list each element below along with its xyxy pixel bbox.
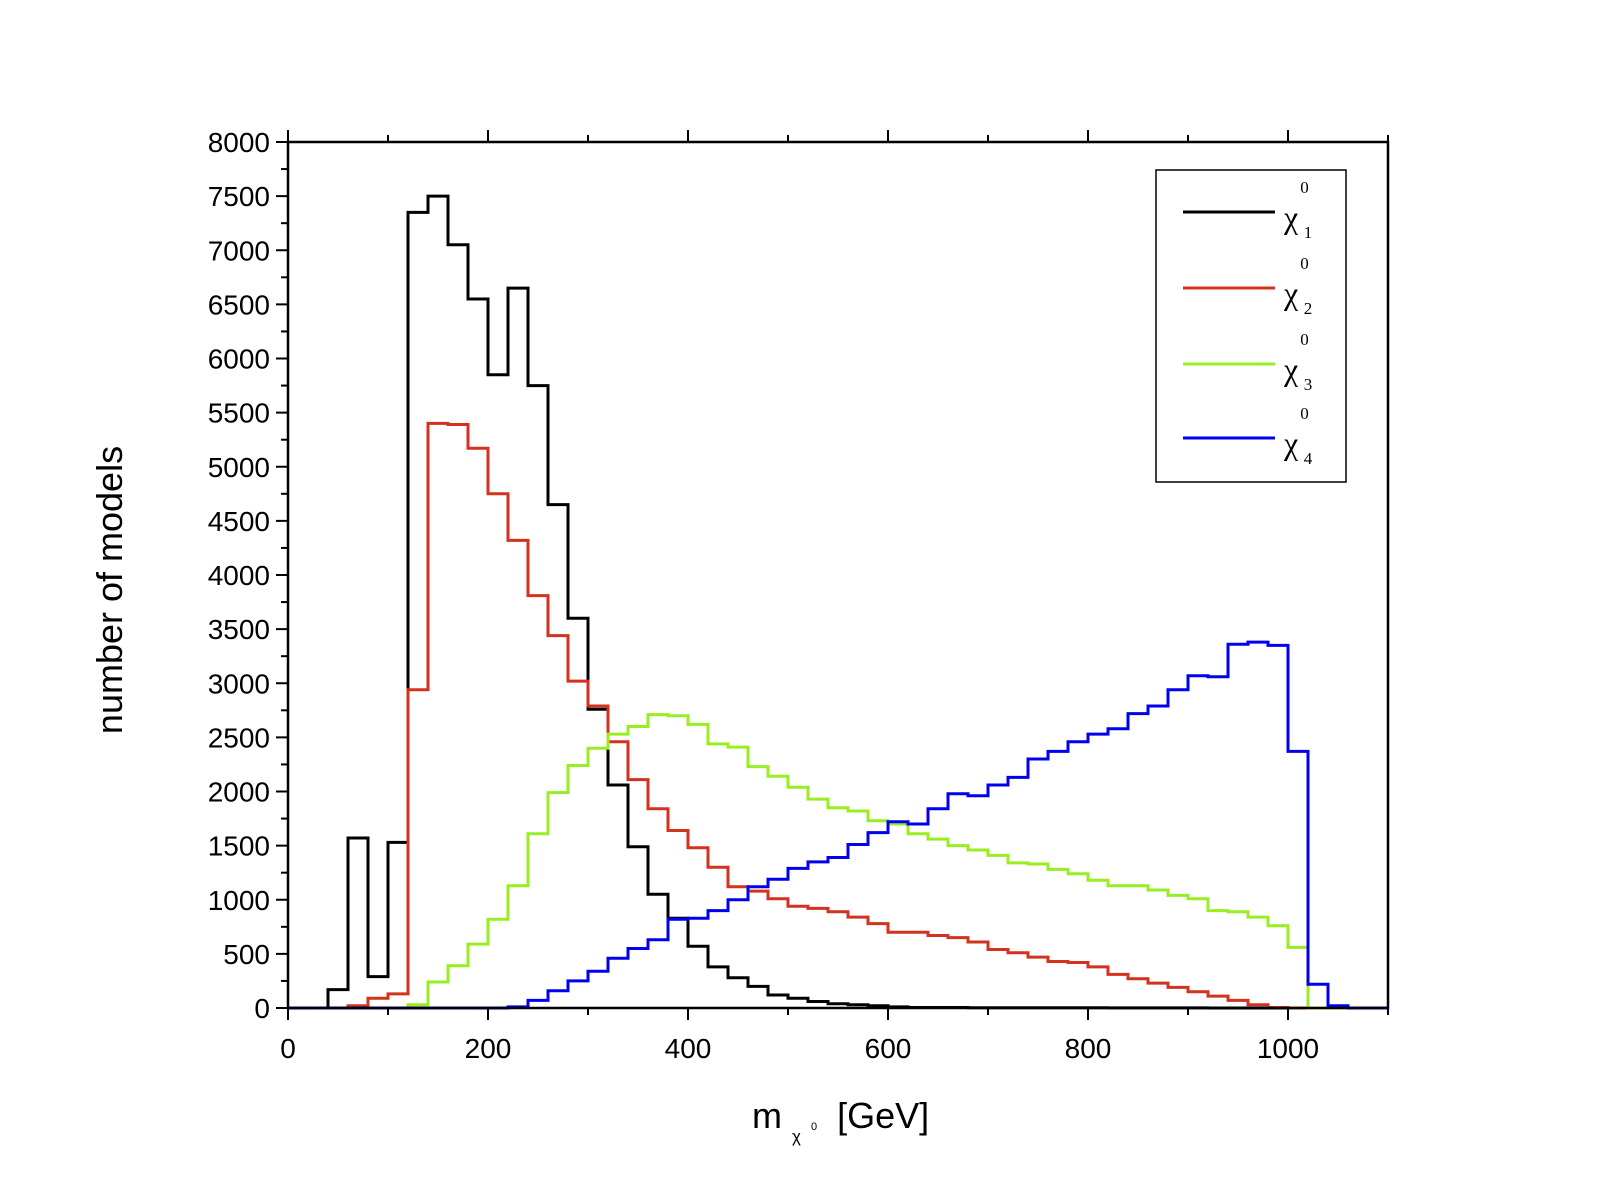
legend-chi4-symbol: χ <box>1283 425 1299 461</box>
x-axis-title-main: m <box>752 1095 782 1136</box>
legend-chi2-sub: 2 <box>1304 299 1313 318</box>
y-tick-label: 7000 <box>208 235 270 266</box>
x-tick-label: 0 <box>280 1033 296 1064</box>
legend-chi1-symbol: χ <box>1283 199 1299 235</box>
y-tick-label: 7500 <box>208 181 270 212</box>
y-tick-label: 2000 <box>208 777 270 808</box>
y-tick-label: 1500 <box>208 831 270 862</box>
series-chi4-line <box>288 640 1388 1010</box>
y-tick-label: 2500 <box>208 722 270 753</box>
y-tick-label: 5500 <box>208 398 270 429</box>
legend-box <box>1155 169 1347 483</box>
legend-label-chi4: χ 0 4 <box>1283 404 1313 468</box>
series-chi2-line <box>288 421 1388 1010</box>
y-tick-label: 4500 <box>208 506 270 537</box>
legend-chi3-sup: 0 <box>1300 330 1309 349</box>
x-tick-label: 600 <box>865 1033 912 1064</box>
legend-label-chi2: χ 0 2 <box>1283 254 1313 318</box>
x-axis-title-sub: χ <box>792 1127 801 1146</box>
legend-chi2-sup: 0 <box>1300 254 1309 273</box>
axes-layer: 0 200 400 600 800 100005001000150020002500300… <box>208 127 1389 1064</box>
x-axis-title-unit: [GeV] <box>837 1095 929 1136</box>
legend-chi4-sup: 0 <box>1300 404 1309 423</box>
y-tick-label: 0 <box>254 993 270 1024</box>
y-tick-label: 1000 <box>208 885 270 916</box>
x-tick-label: 1000 <box>1257 1033 1319 1064</box>
legend-label-chi3: χ 0 3 <box>1283 330 1313 394</box>
legend-chi3-symbol: χ <box>1283 351 1299 387</box>
y-tick-label: 8000 <box>208 127 270 158</box>
legend-chi1-sup: 0 <box>1300 178 1309 197</box>
y-tick-label: 3000 <box>208 668 270 699</box>
legend-chi4-sub: 4 <box>1304 449 1313 468</box>
legend-chi3-sub: 3 <box>1304 375 1313 394</box>
y-tick-label: 6500 <box>208 289 270 320</box>
y-tick-label: 6000 <box>208 344 270 375</box>
x-tick-label: 200 <box>465 1033 512 1064</box>
y-tick-label: 3500 <box>208 614 270 645</box>
legend: χ 0 1 χ 0 2 χ 0 3 χ 0 4 <box>1155 169 1347 483</box>
y-tick-label: 500 <box>223 939 270 970</box>
series-chi3-line <box>288 713 1388 1010</box>
x-axis-title-sub-sup: 0 <box>811 1121 817 1133</box>
legend-chi1-sub: 1 <box>1304 223 1313 242</box>
x-axis-title: m χ 0 [GeV] <box>752 1095 929 1150</box>
legend-chi2-symbol: χ <box>1283 275 1299 311</box>
y-axis-title: number of models <box>89 446 130 734</box>
y-tick-label: 4000 <box>208 560 270 591</box>
x-tick-label: 800 <box>1065 1033 1112 1064</box>
legend-label-chi1: χ 0 1 <box>1283 178 1313 242</box>
y-tick-label: 5000 <box>208 452 270 483</box>
x-tick-label: 400 <box>665 1033 712 1064</box>
